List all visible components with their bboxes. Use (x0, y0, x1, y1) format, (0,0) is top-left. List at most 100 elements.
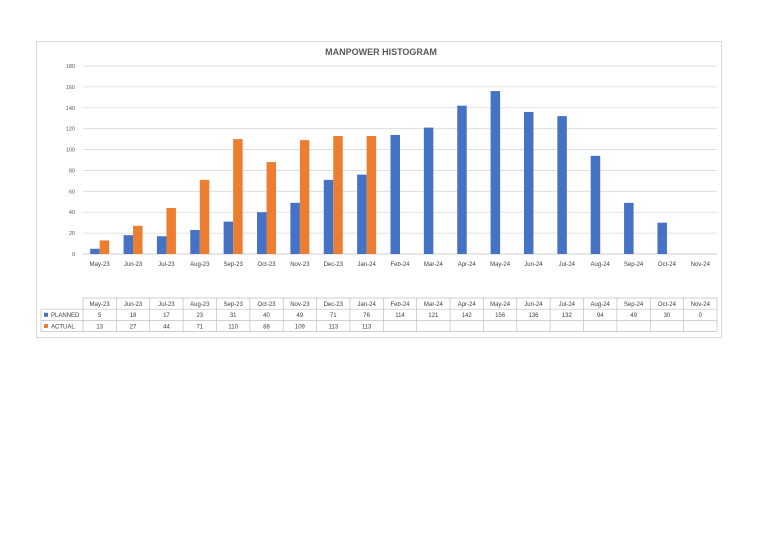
y-axis-ticks: 0 20 40 60 80 100 120 140 160 180 (66, 64, 75, 258)
table-value-cell: 132 (562, 313, 573, 319)
planned-bar (123, 235, 134, 254)
table-header-cell: Aug-24 (591, 302, 611, 308)
table-value-cell: 110 (228, 324, 238, 330)
x-tick-label: Dec-23 (324, 262, 344, 268)
x-tick-label: Aug-24 (591, 262, 611, 268)
planned-bar (290, 202, 300, 254)
table-value-cell: 113 (362, 324, 372, 330)
table-header-cell: May-24 (490, 302, 511, 308)
x-tick-label: Jun-24 (524, 262, 543, 268)
y-tick-label: 80 (69, 168, 75, 174)
table-header-cell: Feb-24 (390, 302, 410, 308)
table-header-cell: Apr-24 (458, 302, 477, 308)
y-tick-label: 60 (69, 189, 75, 195)
planned-bar (156, 236, 167, 254)
table-header-cell: Sep-23 (223, 302, 243, 308)
table-value-cell: 5 (98, 313, 102, 319)
planned-bar (190, 229, 200, 254)
x-tick-label: Aug-23 (190, 262, 210, 268)
table-value-cell: 49 (297, 313, 304, 319)
bars (90, 91, 667, 254)
table-value-cell: 113 (328, 324, 338, 330)
chart-svg: MANPOWER HISTOGRAM 0 20 40 60 80 100 120 140 160… (40, 47, 718, 332)
table-header-cell: Jul-24 (559, 302, 576, 308)
x-tick-label: Sep-23 (223, 262, 243, 268)
table-value-cell: 109 (295, 324, 306, 330)
table-header-cell: Oct-23 (258, 302, 277, 308)
table-value-cell: 142 (462, 313, 473, 319)
x-tick-label: Mar-24 (424, 262, 444, 268)
x-tick-label: Jul-24 (559, 262, 576, 268)
y-tick-label: 20 (69, 231, 75, 237)
table-value-cell: 27 (130, 324, 137, 330)
planned-bar (390, 134, 400, 254)
y-tick-label: 0 (72, 252, 75, 258)
x-tick-label: Jul-23 (158, 262, 175, 268)
actual-legend-label: ACTUAL (51, 324, 75, 330)
y-tick-label: 40 (69, 210, 75, 216)
x-tick-label: Sep-24 (624, 262, 644, 268)
table-header-cell: Sep-24 (624, 302, 644, 308)
table-header-cell: May-23 (90, 302, 111, 308)
table-value-cell: 71 (196, 324, 203, 330)
table-value-cell: 40 (263, 313, 270, 319)
actual-bar (99, 240, 110, 254)
y-tick-label: 100 (66, 148, 75, 154)
planned-bar (624, 202, 634, 254)
planned-legend-key (44, 312, 48, 317)
table-value-cell: 88 (263, 324, 270, 330)
x-tick-label: Jun-23 (124, 262, 143, 268)
table-value-cell: 13 (96, 324, 103, 330)
planned-bar (490, 91, 501, 254)
x-axis-ticks: May-23 Jun-23 Jul-23 Aug-23 Sep-23 Oct-23 Nov-… (90, 262, 711, 268)
actual-bar (133, 225, 143, 254)
x-tick-label: Nov-24 (691, 262, 711, 268)
table-header-cell: Jul-23 (158, 302, 175, 308)
table-value-cell: 0 (699, 313, 703, 319)
table-value-cell: 136 (528, 313, 539, 319)
actual-bar (199, 179, 210, 254)
table-header-cell: Oct-24 (658, 302, 677, 308)
table-value-cell: 31 (230, 313, 237, 319)
actual-bar (333, 135, 343, 254)
planned-bar (590, 155, 601, 254)
table-value-cell: 44 (163, 324, 170, 330)
planned-bar (657, 222, 667, 254)
table-header-cell: Nov-23 (290, 302, 310, 308)
table-value-cell: 156 (495, 313, 506, 319)
x-tick-label: Oct-23 (258, 262, 277, 268)
planned-bar (423, 127, 434, 254)
table-value-cell: 30 (664, 313, 671, 319)
planned-bar (557, 116, 567, 254)
planned-bar (523, 111, 534, 254)
table-header-cell: Jan-24 (357, 302, 376, 308)
y-tick-label: 140 (66, 106, 75, 112)
table-header-cell: Nov-24 (691, 302, 711, 308)
chart-container: MANPOWER HISTOGRAM 0 20 40 60 80 100 120 140 160… (36, 41, 722, 338)
x-tick-label: Apr-24 (458, 262, 477, 268)
planned-bar (323, 179, 334, 254)
table-value-cell: 23 (196, 313, 203, 319)
planned-bar (257, 212, 267, 254)
data-table: May-23 Jun-23 Jul-23 Aug-23 Sep-23 Oct-23 Nov-… (40, 297, 718, 332)
x-tick-label: Oct-24 (658, 262, 677, 268)
planned-bar (90, 248, 100, 254)
x-tick-label: Nov-23 (290, 262, 310, 268)
table-value-cell: 94 (597, 313, 604, 319)
x-tick-label: May-24 (490, 262, 511, 268)
chart-title: MANPOWER HISTOGRAM (325, 47, 437, 57)
actual-bar (299, 140, 310, 254)
actual-bar (266, 162, 277, 254)
actual-bar (166, 208, 176, 254)
actual-legend-key (44, 324, 48, 328)
y-tick-label: 160 (66, 85, 75, 91)
y-tick-label: 180 (66, 64, 75, 70)
table-value-cell: 76 (363, 313, 370, 319)
x-tick-label: Jan-24 (357, 262, 376, 268)
table-value-cell: 121 (428, 313, 439, 319)
y-tick-label: 120 (66, 127, 75, 133)
table-header-cell: Jun-24 (524, 302, 543, 308)
actual-bar (366, 135, 377, 254)
table-header-cell: Jun-23 (124, 302, 143, 308)
x-tick-label: Feb-24 (390, 262, 410, 268)
